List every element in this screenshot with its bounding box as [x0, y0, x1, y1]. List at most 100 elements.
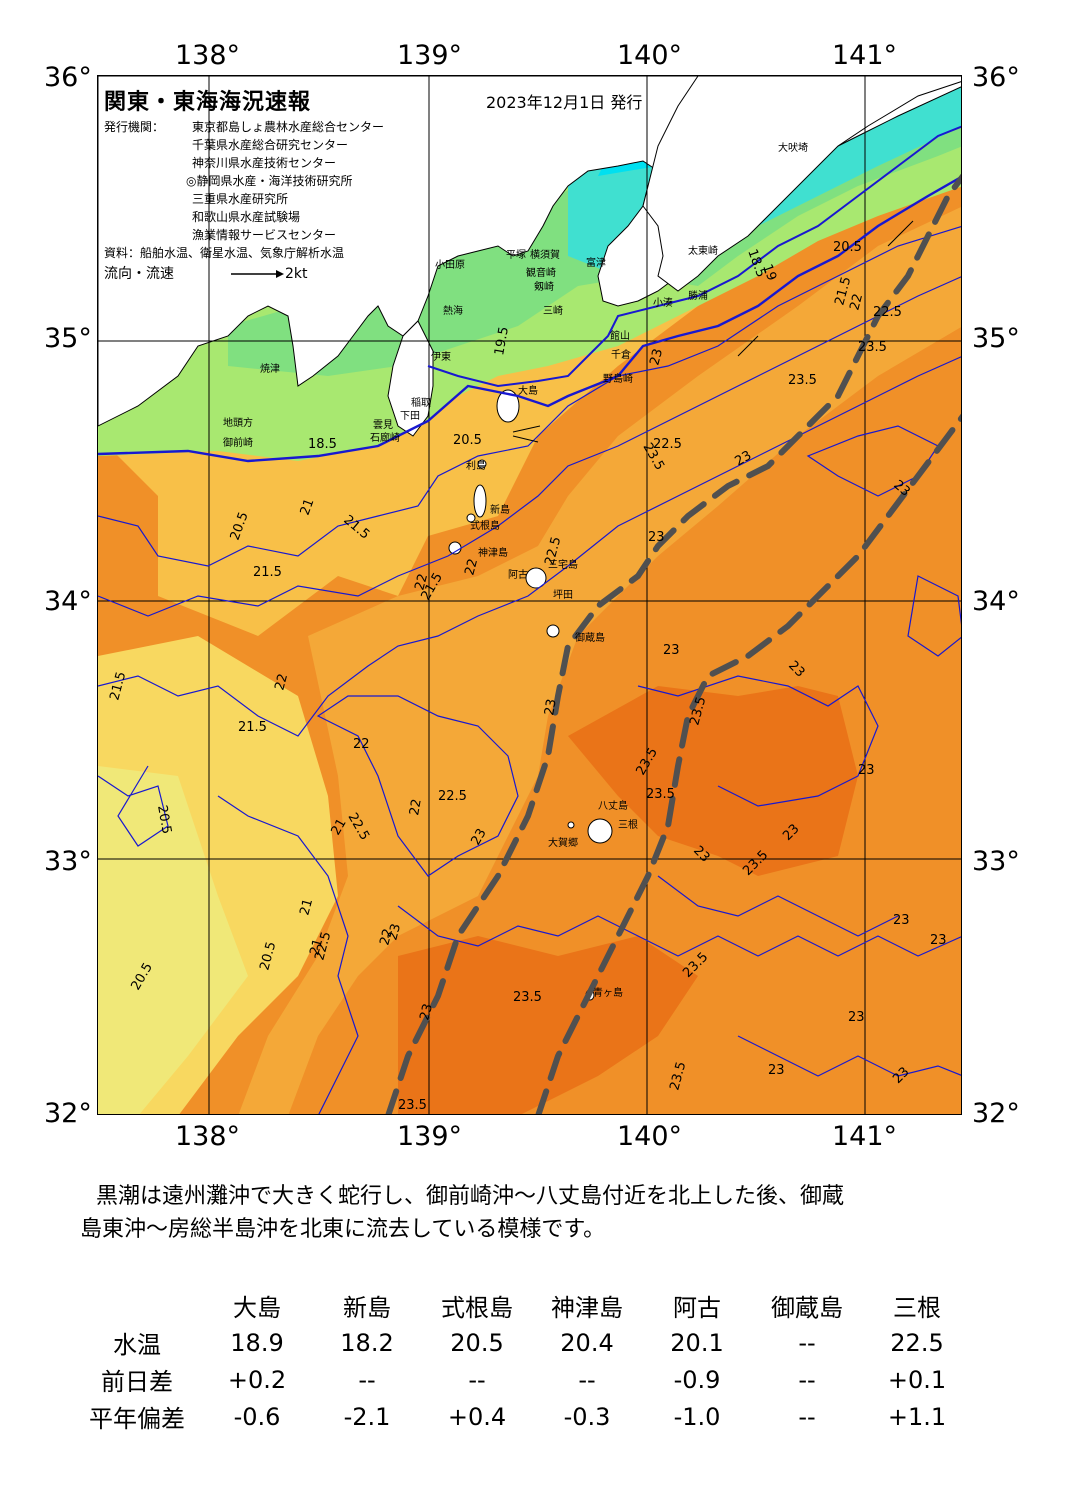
place-names: 大吠埼 太東崎 勝浦 小湊 富津 平塚 横須賀 観音崎 剱崎 三崎 館山 千倉 … [223, 141, 808, 999]
contour-label: 23 [542, 698, 560, 717]
table-cell: -0.9 [673, 1365, 721, 1394]
contour-label: 23.5 [513, 990, 542, 1005]
place-name: 小田原 [435, 259, 465, 271]
table-cell: +0.2 [227, 1365, 287, 1394]
table-row: 水温 18.9 18.2 20.5 20.4 20.1 -- 22.5 [72, 1324, 972, 1361]
contour-label: 22 [407, 798, 425, 817]
place-name: 野島崎 [603, 372, 633, 385]
flow-arrows [512, 220, 914, 443]
column-header: 神津島 [551, 1294, 623, 1322]
row-header: 水温 [113, 1331, 161, 1359]
legend-flow-arrow [231, 270, 284, 278]
contour-label: 18.5 [308, 437, 337, 452]
flow-legend-label: 流向・流速 [104, 266, 174, 282]
contour-label: 22 [377, 927, 396, 947]
contour-label: 23 [930, 933, 947, 948]
lon-label-141-top: 141° [832, 40, 898, 71]
table-cell: 22.5 [890, 1328, 944, 1357]
place-name: 三崎 [543, 304, 563, 317]
table-cell: -0.3 [563, 1402, 611, 1431]
place-name: 三宅島 [548, 558, 578, 571]
lon-label-140-bottom: 140° [617, 1121, 683, 1152]
lat-label-35-left: 35° [44, 323, 92, 354]
graticule [98, 76, 961, 1114]
isotherm-contours [98, 125, 961, 1114]
table-cell: 20.5 [450, 1328, 504, 1357]
contour-label: 21 [328, 816, 349, 838]
contour-label: 21 [307, 937, 326, 957]
place-name: 新島 [490, 503, 510, 516]
lon-label-139-top: 139° [397, 40, 463, 71]
contour-label: 23 [858, 763, 875, 778]
issuer-7: 漁業情報サービスセンター [192, 228, 337, 242]
place-name: 石廊崎 [370, 431, 400, 444]
place-name: 横須賀 [530, 248, 560, 261]
contour-label: 22.5 [312, 930, 334, 962]
table-cell: -- [578, 1365, 596, 1394]
lon-label-140-top: 140° [617, 40, 683, 71]
lat-label-34-right: 34° [972, 586, 1020, 617]
data-source: 資料：船舶水温、衛星水温、気象庁解析水温 [104, 246, 345, 260]
island-niijima [473, 484, 487, 518]
contour-label: 19.5 [492, 326, 512, 357]
contour-label: 21 [297, 897, 316, 917]
sea-temperature-map: 18.5 19.5 20.5 22.5 21 21.5 22 20.5 21.5… [97, 75, 962, 1115]
contour-label: 23.5 [646, 787, 675, 802]
place-name: 平塚 [506, 249, 526, 261]
table-header-row: 大島 新島 式根島 神津島 阿古 御蔵島 三根 [72, 1287, 972, 1324]
place-name: 坪田 [553, 588, 573, 601]
contour-label: 23 [893, 913, 910, 928]
contour-label: 23 [468, 826, 489, 848]
lon-label-141-bottom: 141° [832, 1121, 898, 1152]
contour-label: 23.5 [858, 340, 887, 355]
place-name: 御蔵島 [575, 631, 605, 644]
column-header: 三根 [893, 1294, 941, 1322]
contour-label: 23.5 [667, 1060, 689, 1092]
band-23-5-center [568, 686, 858, 876]
contour-label: 22.5 [873, 305, 902, 320]
contour-label: 22 [847, 292, 866, 312]
lat-label-35-right: 35° [972, 323, 1020, 354]
contour-label: 23 [733, 448, 755, 469]
table-cell: -- [798, 1328, 816, 1357]
summary-line-1: 黒潮は遠州灘沖で大きく蛇行し、御前崎沖～八丈島付近を北上した後、御蔵 [96, 1184, 845, 1209]
table-corner [72, 1287, 202, 1324]
place-name: 勝浦 [688, 289, 708, 302]
contour-label: 22 [462, 557, 481, 577]
table-cell: 20.4 [560, 1328, 614, 1357]
place-name: 大賀郷 [548, 836, 578, 849]
lat-label-34-left: 34° [44, 586, 92, 617]
band-22-5-mid [238, 206, 961, 1114]
issuer-label: 発行機関： [104, 120, 165, 134]
band-23-5-south [398, 936, 698, 1114]
contour-label: 20.5 [257, 940, 279, 972]
island-miyakejima [525, 567, 547, 589]
contour-label: 23 [417, 1002, 436, 1022]
place-name: 焼津 [260, 363, 280, 375]
place-name: 小湊 [653, 296, 673, 309]
place-name: 利島 [466, 459, 486, 472]
place-name: 稲取 [411, 397, 431, 409]
island-toshima [477, 459, 487, 469]
contour-label: 21.5 [238, 720, 267, 735]
table-cell: 20.1 [670, 1328, 724, 1357]
contour-label: 21 [298, 497, 318, 518]
place-name: 地頭方 [223, 416, 253, 429]
contour-label: 22 [353, 737, 370, 752]
table-cell: -1.0 [673, 1402, 721, 1431]
lat-label-32-left: 32° [44, 1098, 92, 1129]
contour-label: 23 [648, 530, 665, 545]
place-name: 三根 [618, 818, 638, 831]
place-name: 御前崎 [223, 436, 253, 449]
place-name: 八丈島 [598, 799, 628, 812]
contour-label: 23 [385, 922, 404, 942]
place-name: 下田 [400, 411, 420, 422]
lat-label-36-left: 36° [44, 62, 92, 93]
table-cell: -- [798, 1402, 816, 1431]
table-cell: +0.4 [447, 1402, 507, 1431]
summary-text: 黒潮は遠州灘沖で大きく蛇行し、御前崎沖～八丈島付近を北上した後、御蔵 島東沖～房… [80, 1180, 990, 1246]
table-cell: -- [358, 1365, 376, 1394]
issuer-3: 神奈川県水産技術センター [192, 156, 337, 170]
summary-line-2: 島東沖～房総半島沖を北東に流去している模様です。 [80, 1217, 606, 1242]
place-name: 富津 [586, 256, 606, 269]
